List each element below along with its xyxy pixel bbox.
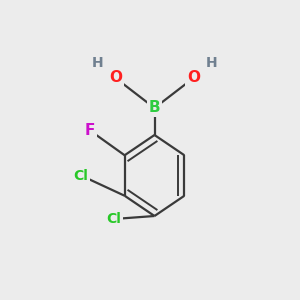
Text: H: H	[92, 56, 103, 70]
Text: H: H	[206, 56, 217, 70]
Text: O: O	[109, 70, 122, 86]
Text: Cl: Cl	[106, 212, 122, 226]
Text: Cl: Cl	[74, 169, 88, 182]
Text: O: O	[187, 70, 200, 86]
Text: F: F	[85, 123, 95, 138]
Text: B: B	[149, 100, 160, 116]
